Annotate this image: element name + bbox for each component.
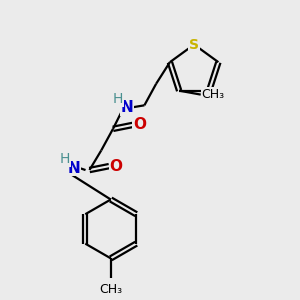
Text: O: O: [110, 159, 122, 174]
Text: H: H: [60, 152, 70, 166]
Text: N: N: [120, 100, 133, 115]
Text: S: S: [189, 38, 199, 52]
Text: CH₃: CH₃: [99, 283, 122, 296]
Text: CH₃: CH₃: [202, 88, 225, 101]
Text: H: H: [113, 92, 123, 106]
Text: O: O: [133, 117, 146, 132]
Text: N: N: [68, 160, 80, 175]
